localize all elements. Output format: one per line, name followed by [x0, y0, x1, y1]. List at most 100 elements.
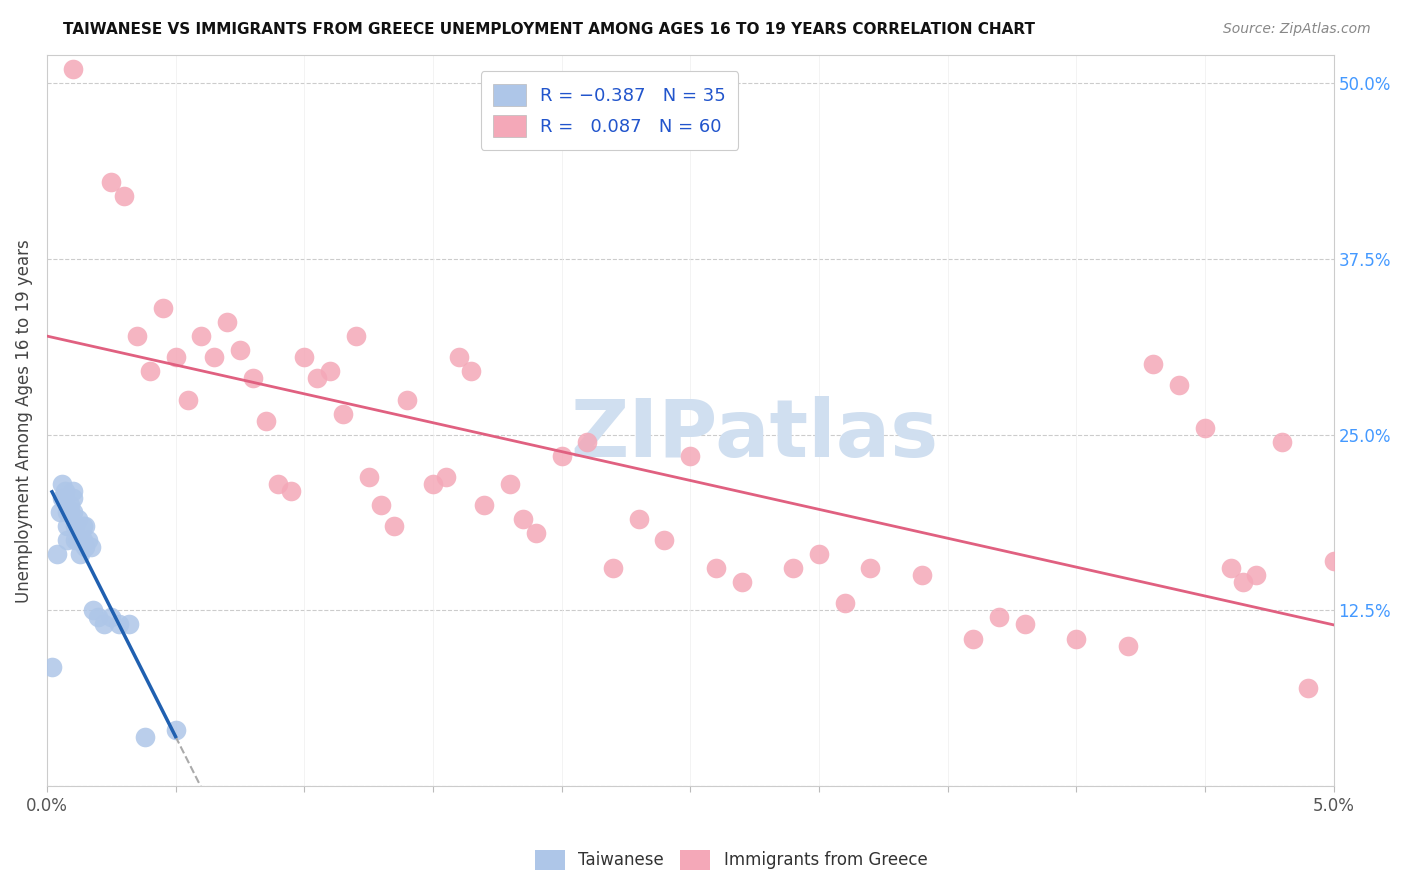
Point	[87, 610, 110, 624]
Point	[472, 498, 495, 512]
Point	[62, 491, 84, 505]
Point	[550, 449, 572, 463]
Point	[134, 730, 156, 744]
Point	[79, 540, 101, 554]
Point	[1271, 434, 1294, 449]
Point	[654, 533, 676, 548]
Point	[53, 483, 76, 498]
Point	[77, 533, 100, 548]
Point	[370, 498, 392, 512]
Point	[118, 617, 141, 632]
Point	[499, 476, 522, 491]
Point	[422, 476, 444, 491]
Point	[41, 659, 63, 673]
Text: TAIWANESE VS IMMIGRANTS FROM GREECE UNEMPLOYMENT AMONG AGES 16 TO 19 YEARS CORRE: TAIWANESE VS IMMIGRANTS FROM GREECE UNEM…	[63, 22, 1035, 37]
Point	[859, 561, 882, 575]
Point	[75, 540, 97, 554]
Point	[190, 329, 212, 343]
Point	[576, 434, 599, 449]
Point	[332, 407, 354, 421]
Point	[731, 575, 754, 590]
Point	[1168, 378, 1191, 392]
Point	[524, 526, 547, 541]
Point	[1219, 561, 1241, 575]
Point	[202, 351, 225, 365]
Point	[72, 519, 94, 533]
Text: ZIPatlas: ZIPatlas	[571, 396, 939, 475]
Point	[679, 449, 702, 463]
Point	[62, 62, 84, 77]
Point	[108, 617, 131, 632]
Y-axis label: Unemployment Among Ages 16 to 19 years: Unemployment Among Ages 16 to 19 years	[15, 239, 32, 602]
Point	[602, 561, 624, 575]
Point	[1116, 639, 1139, 653]
Point	[396, 392, 419, 407]
Point	[382, 519, 405, 533]
Point	[53, 491, 76, 505]
Point	[125, 329, 148, 343]
Point	[254, 414, 277, 428]
Point	[177, 392, 200, 407]
Point	[307, 371, 329, 385]
Point	[267, 476, 290, 491]
Text: Source: ZipAtlas.com: Source: ZipAtlas.com	[1223, 22, 1371, 37]
Point	[357, 470, 380, 484]
Point	[1142, 358, 1164, 372]
Point	[82, 603, 104, 617]
Point	[962, 632, 984, 646]
Point	[782, 561, 804, 575]
Point	[72, 533, 94, 548]
Point	[1194, 420, 1216, 434]
Point	[1014, 617, 1036, 632]
Point	[56, 519, 79, 533]
Point	[319, 364, 342, 378]
Point	[63, 533, 86, 548]
Point	[627, 512, 650, 526]
Point	[834, 596, 856, 610]
Point	[139, 364, 162, 378]
Point	[704, 561, 727, 575]
Point	[988, 610, 1011, 624]
Point	[93, 617, 115, 632]
Point	[56, 533, 79, 548]
Point	[460, 364, 482, 378]
Point	[46, 547, 69, 561]
Point	[344, 329, 367, 343]
Point	[62, 505, 84, 519]
Point	[1322, 554, 1344, 568]
Point	[152, 301, 174, 315]
Legend: R = −0.387   N = 35, R =   0.087   N = 60: R = −0.387 N = 35, R = 0.087 N = 60	[481, 71, 738, 150]
Point	[75, 519, 97, 533]
Point	[66, 512, 89, 526]
Point	[215, 315, 238, 329]
Point	[62, 483, 84, 498]
Point	[56, 505, 79, 519]
Point	[911, 568, 934, 582]
Point	[242, 371, 264, 385]
Point	[1232, 575, 1254, 590]
Point	[229, 343, 252, 358]
Point	[1296, 681, 1319, 695]
Point	[112, 188, 135, 202]
Point	[165, 723, 187, 737]
Point	[292, 351, 315, 365]
Point	[51, 491, 73, 505]
Point	[51, 476, 73, 491]
Point	[69, 547, 91, 561]
Point	[512, 512, 534, 526]
Point	[280, 483, 302, 498]
Point	[66, 533, 89, 548]
Point	[1246, 568, 1268, 582]
Point	[807, 547, 830, 561]
Point	[63, 519, 86, 533]
Point	[69, 533, 91, 548]
Point	[1064, 632, 1087, 646]
Point	[59, 498, 82, 512]
Point	[447, 351, 470, 365]
Point	[59, 505, 82, 519]
Point	[165, 351, 187, 365]
Point	[100, 610, 122, 624]
Point	[100, 175, 122, 189]
Legend: Taiwanese, Immigrants from Greece: Taiwanese, Immigrants from Greece	[529, 843, 934, 877]
Point	[49, 505, 72, 519]
